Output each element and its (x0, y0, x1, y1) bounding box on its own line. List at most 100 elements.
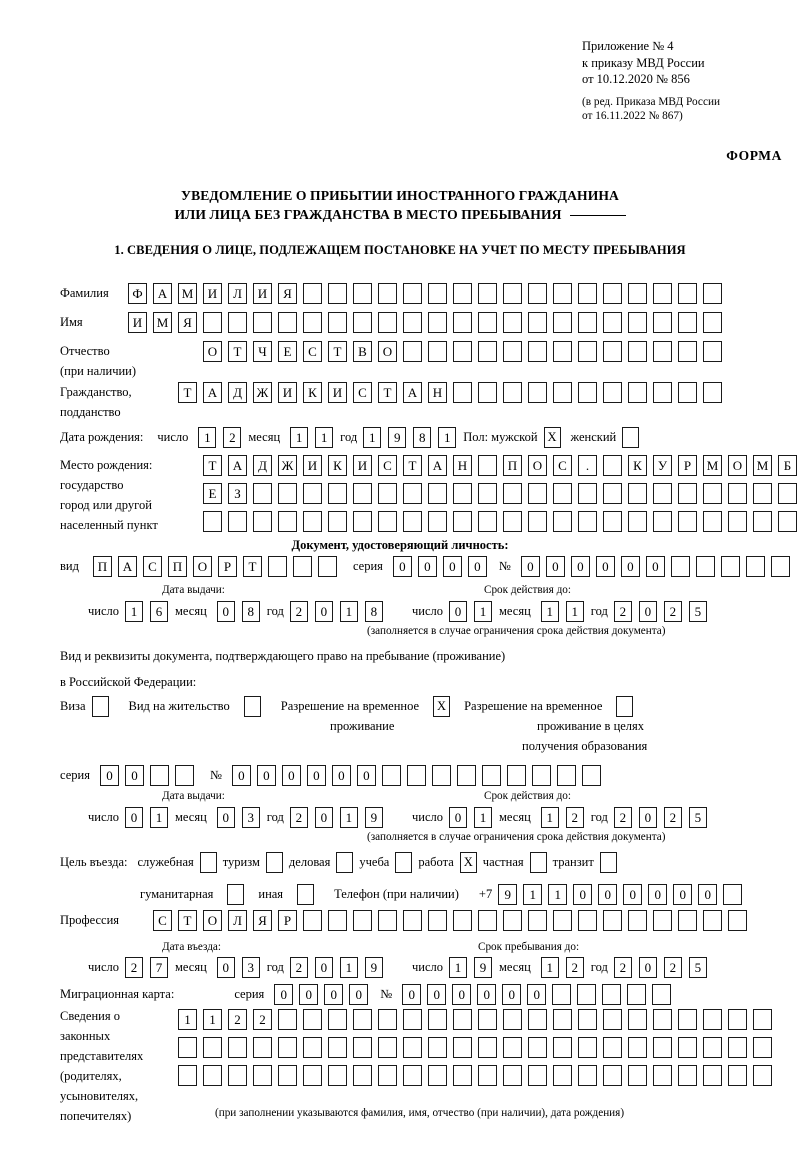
character-cell[interactable]: 0 (527, 984, 547, 1005)
character-cell[interactable] (378, 1009, 397, 1030)
character-cell[interactable] (428, 341, 447, 362)
character-cell[interactable] (553, 910, 572, 931)
character-cell[interactable] (695, 556, 715, 577)
character-cell[interactable]: А (228, 455, 247, 476)
character-cell[interactable] (353, 1065, 372, 1086)
sex-female-checkbox[interactable] (622, 427, 640, 448)
character-cell[interactable]: 0 (648, 884, 668, 905)
character-cell[interactable]: 9 (364, 957, 383, 978)
character-cell[interactable] (678, 511, 697, 532)
character-cell[interactable] (253, 1037, 272, 1058)
character-cell[interactable]: К (303, 382, 322, 403)
character-cell[interactable]: 0 (99, 765, 119, 786)
character-cell[interactable] (267, 556, 287, 577)
character-cell[interactable] (528, 1065, 547, 1086)
character-cell[interactable] (503, 1009, 522, 1030)
character-cell[interactable] (403, 1037, 422, 1058)
character-cell[interactable] (678, 1009, 697, 1030)
character-cell[interactable] (478, 455, 497, 476)
character-cell[interactable] (603, 1065, 622, 1086)
character-cell[interactable] (770, 556, 790, 577)
character-cell[interactable]: 5 (688, 807, 707, 828)
birthplace-cells-row-3[interactable] (203, 511, 800, 532)
purpose-option-checkbox[interactable] (395, 852, 413, 873)
character-cell[interactable] (703, 910, 722, 931)
character-cell[interactable]: 0 (595, 556, 615, 577)
character-cell[interactable]: О (203, 341, 222, 362)
character-cell[interactable] (378, 1037, 397, 1058)
character-cell[interactable] (406, 765, 426, 786)
character-cell[interactable]: 1 (203, 1009, 222, 1030)
character-cell[interactable]: А (403, 382, 422, 403)
character-cell[interactable]: Т (242, 556, 262, 577)
character-cell[interactable] (403, 483, 422, 504)
character-cell[interactable] (328, 1009, 347, 1030)
character-cell[interactable] (528, 341, 547, 362)
character-cell[interactable]: 0 (698, 884, 718, 905)
character-cell[interactable]: 0 (216, 807, 235, 828)
character-cell[interactable] (753, 483, 772, 504)
character-cell[interactable] (728, 1009, 747, 1030)
character-cell[interactable] (278, 483, 297, 504)
character-cell[interactable]: 0 (442, 556, 462, 577)
character-cell[interactable] (503, 341, 522, 362)
character-cell[interactable]: С (153, 910, 172, 931)
character-cell[interactable] (653, 511, 672, 532)
character-cell[interactable]: 0 (331, 765, 351, 786)
character-cell[interactable]: И (128, 312, 147, 333)
character-cell[interactable] (478, 283, 497, 304)
character-cell[interactable] (553, 312, 572, 333)
character-cell[interactable] (728, 483, 747, 504)
character-cell[interactable] (453, 1065, 472, 1086)
character-cell[interactable]: 3 (241, 957, 260, 978)
character-cell[interactable]: С (142, 556, 162, 577)
character-cell[interactable]: Т (203, 455, 222, 476)
character-cell[interactable] (478, 1065, 497, 1086)
character-cell[interactable] (703, 382, 722, 403)
character-cell[interactable]: 0 (324, 984, 344, 1005)
character-cell[interactable] (578, 341, 597, 362)
character-cell[interactable] (178, 1037, 197, 1058)
character-cell[interactable]: О (203, 910, 222, 931)
character-cell[interactable] (678, 910, 697, 931)
purpose-option-checkbox[interactable] (599, 852, 617, 873)
character-cell[interactable]: Т (403, 455, 422, 476)
character-cell[interactable] (628, 483, 647, 504)
character-cell[interactable]: 0 (314, 601, 333, 622)
character-cell[interactable]: 0 (545, 556, 565, 577)
character-cell[interactable]: 1 (548, 884, 568, 905)
character-cell[interactable]: 0 (256, 765, 276, 786)
character-cell[interactable] (578, 511, 597, 532)
character-cell[interactable] (553, 1009, 572, 1030)
character-cell[interactable] (678, 1065, 697, 1086)
character-cell[interactable]: 1 (178, 1009, 197, 1030)
character-cell[interactable] (703, 283, 722, 304)
character-cell[interactable] (552, 984, 572, 1005)
character-cell[interactable] (578, 283, 597, 304)
character-cell[interactable]: К (628, 455, 647, 476)
character-cell[interactable]: 2 (289, 957, 308, 978)
character-cell[interactable] (278, 312, 297, 333)
character-cell[interactable]: 2 (289, 601, 308, 622)
character-cell[interactable]: 0 (645, 556, 665, 577)
character-cell[interactable]: А (428, 455, 447, 476)
character-cell[interactable]: П (503, 455, 522, 476)
character-cell[interactable] (678, 1037, 697, 1058)
character-cell[interactable] (503, 382, 522, 403)
character-cell[interactable] (603, 1037, 622, 1058)
character-cell[interactable] (653, 283, 672, 304)
character-cell[interactable] (378, 1065, 397, 1086)
character-cell[interactable]: А (117, 556, 137, 577)
character-cell[interactable] (453, 1037, 472, 1058)
character-cell[interactable] (328, 283, 347, 304)
character-cell[interactable] (174, 765, 194, 786)
character-cell[interactable]: 0 (427, 984, 447, 1005)
character-cell[interactable]: 0 (356, 765, 376, 786)
character-cell[interactable] (453, 312, 472, 333)
character-cell[interactable]: 0 (598, 884, 618, 905)
representatives-cells-row-3[interactable] (178, 1065, 778, 1086)
character-cell[interactable] (428, 1009, 447, 1030)
character-cell[interactable]: Д (253, 455, 272, 476)
